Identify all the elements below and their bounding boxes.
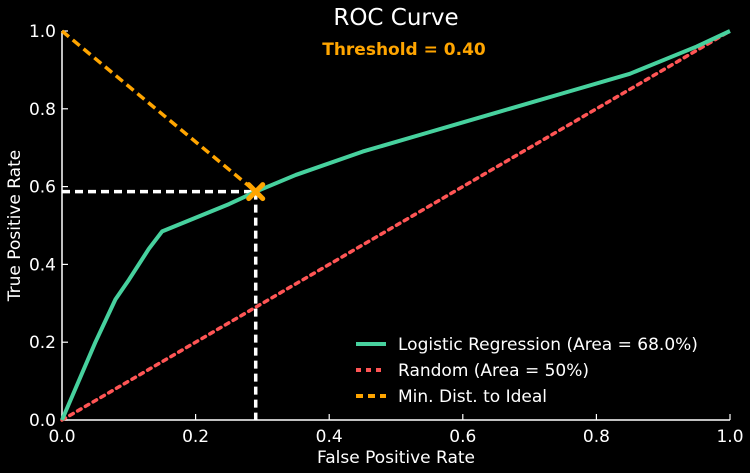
y-tick-label: 0.6	[29, 178, 56, 198]
series-line-2	[60, 29, 257, 194]
x-tick-label: 0.0	[48, 427, 75, 447]
ticks: 0.0 0.2 0.4 0.6 0.8 1.0 0.0 0.2 0.4 0.6 0.8 1.0	[29, 22, 744, 447]
series	[60, 29, 732, 422]
series-line-0	[60, 29, 731, 421]
y-axis-label: True Positive Rate	[5, 150, 25, 302]
marker	[246, 182, 266, 202]
legend-label: Logistic Regression (Area = 68.0%)	[398, 335, 698, 355]
x-tick-label: 0.8	[583, 427, 610, 447]
x-tick-label: 1.0	[716, 427, 743, 447]
x-tick-label: 0.6	[449, 427, 476, 447]
x-tick-label: 0.2	[182, 427, 209, 447]
marker-stroke	[246, 182, 266, 202]
chart-subtitle: Threshold = 0.40	[322, 40, 486, 60]
x-axis-label: False Positive Rate	[317, 448, 475, 468]
threshold-marker	[246, 182, 266, 202]
x-tick-label: 0.4	[316, 427, 343, 447]
legend-label: Min. Dist. to Ideal	[398, 387, 547, 407]
axes	[61, 31, 730, 421]
chart-title: ROC Curve	[333, 5, 458, 31]
y-tick-label: 1.0	[29, 22, 56, 42]
series-line-1	[60, 29, 732, 422]
y-tick-label: 0.4	[29, 255, 56, 275]
y-tick-label: 0.8	[29, 100, 56, 120]
y-tick-label: 0.2	[29, 333, 56, 353]
legend: Logistic Regression (Area = 68.0%) Random…	[356, 335, 698, 407]
legend-label: Random (Area = 50%)	[398, 361, 589, 381]
y-tick-label: 0.0	[29, 411, 56, 431]
